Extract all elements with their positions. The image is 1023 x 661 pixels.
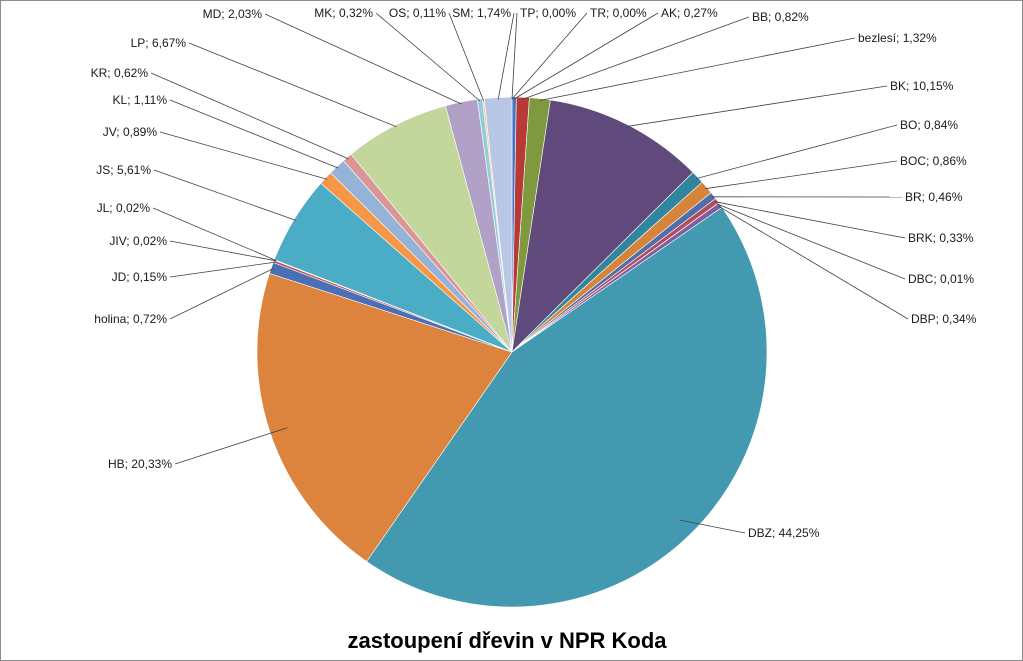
leader-line-dbp	[718, 205, 909, 320]
leader-line-js	[153, 169, 297, 221]
slice-label-jl: JL; 0,02%	[97, 201, 151, 215]
slice-label-bk: BK; 10,15%	[890, 79, 954, 93]
leader-line-md	[264, 13, 462, 105]
leader-line-holina	[169, 268, 274, 320]
leader-line-jiv	[169, 240, 277, 262]
leader-lines	[150, 12, 909, 534]
slice-label-dbc: DBC; 0,01%	[908, 272, 974, 286]
leader-line-dbz	[679, 519, 746, 534]
slice-label-dbz: DBZ; 44,25%	[748, 526, 820, 540]
leader-line-jl	[152, 207, 277, 261]
slice-label-jiv: JIV; 0,02%	[109, 234, 167, 248]
slice-label-dbp: DBP; 0,34%	[911, 312, 977, 326]
leader-line-jv	[159, 131, 328, 180]
slice-label-os: OS; 0,11%	[389, 6, 446, 20]
slice-label-br: BR; 0,46%	[905, 190, 963, 204]
leader-line-mk	[375, 12, 481, 102]
leader-line-kl	[169, 99, 339, 169]
slice-label-kl: KL; 1,11%	[113, 93, 168, 107]
slice-label-mk: MK; 0,32%	[314, 6, 373, 20]
leader-line-bo	[696, 124, 898, 179]
leader-line-ak	[513, 12, 659, 100]
pie-slice-bk	[511, 99, 694, 353]
leader-line-bb	[522, 16, 750, 100]
slice-labels: AK; 0,27% BB; 0,82% bezlesí; 1,32% BK; 10,1…	[91, 6, 977, 540]
leader-line-sm	[497, 12, 515, 100]
slice-label-hb: HB; 20,33%	[108, 457, 172, 471]
slice-label-bezles-: bezlesí; 1,32%	[858, 31, 937, 45]
leader-line-tr	[511, 12, 588, 100]
leader-line-lp	[188, 42, 397, 128]
slice-label-kr: KR; 0,62%	[91, 66, 149, 80]
slice-label-js: JS; 5,61%	[96, 163, 151, 177]
leader-line-os	[448, 12, 484, 101]
pie-slice-dbz	[366, 206, 768, 608]
leader-line-kr	[150, 72, 349, 160]
slice-label-sm: SM; 1,74%	[452, 6, 511, 20]
slice-label-holina: holina; 0,72%	[94, 312, 167, 326]
slice-label-bb: BB; 0,82%	[752, 10, 809, 24]
pie-slice-lp	[350, 105, 513, 353]
slice-label-lp: LP; 6,67%	[131, 36, 187, 50]
leader-line-bezles-	[539, 37, 856, 101]
leader-line-bk	[626, 85, 888, 127]
leader-line-dbc	[717, 203, 906, 280]
slice-label-ak: AK; 0,27%	[661, 6, 718, 20]
leader-line-brk	[715, 201, 906, 239]
slice-label-jd: JD; 0,15%	[112, 270, 168, 284]
slice-label-bo: BO; 0,84%	[900, 118, 958, 132]
leader-line-hb	[174, 427, 288, 465]
pie-slices	[256, 96, 768, 608]
slice-label-md: MD; 2,03%	[203, 7, 263, 21]
leader-line-jd	[169, 261, 276, 278]
slice-label-brk: BRK; 0,33%	[908, 231, 974, 245]
chart-title: zastoupení dřevin v NPR Koda	[347, 628, 667, 653]
leader-line-boc	[705, 160, 898, 190]
slice-label-tp: TP; 0,00%	[520, 6, 576, 20]
leader-line-tp	[511, 12, 518, 100]
slice-label-boc: BOC; 0,86%	[900, 154, 967, 168]
slice-label-tr: TR; 0,00%	[590, 6, 647, 20]
slice-label-jv: JV; 0,89%	[103, 125, 158, 139]
